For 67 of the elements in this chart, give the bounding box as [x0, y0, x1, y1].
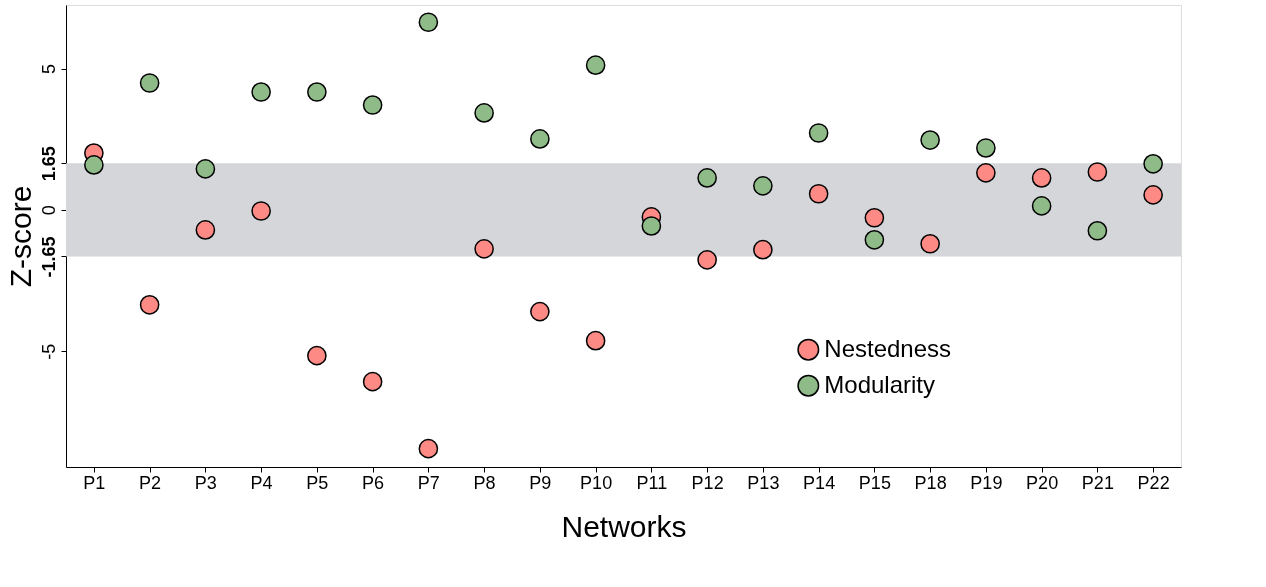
point: [362, 95, 383, 115]
point: [1031, 196, 1052, 216]
x-tick-label: P15: [858, 472, 891, 493]
point: [84, 155, 104, 175]
point: [195, 159, 216, 179]
point: [920, 233, 940, 254]
x-tick-label: P10: [580, 472, 613, 493]
y-tick-label: 1.65: [38, 146, 59, 182]
point: [251, 82, 271, 102]
x-tick-label: P7: [417, 472, 440, 493]
point: [585, 330, 606, 351]
y-tick-label: 0: [38, 205, 59, 216]
point: [474, 103, 494, 123]
point: [976, 163, 996, 183]
point: [307, 82, 327, 102]
point: [864, 230, 885, 250]
x-tick-label: P18: [914, 472, 947, 493]
point: [697, 168, 717, 188]
point: [808, 183, 829, 204]
point: [1087, 162, 1108, 182]
point: [808, 123, 829, 143]
x-axis-title: Networks: [561, 509, 687, 543]
point: [1143, 185, 1163, 205]
x-tick-label: P6: [362, 472, 385, 493]
point: [864, 207, 885, 228]
point: [585, 55, 606, 75]
x-tick-label: P9: [529, 472, 552, 493]
x-tick-label: P3: [194, 472, 217, 493]
x-tick-label: P13: [747, 472, 780, 493]
legend-label: Modularity: [824, 370, 936, 398]
point: [753, 176, 773, 196]
point: [530, 301, 550, 322]
point: [530, 129, 550, 149]
y-axis-title: Z-score: [3, 185, 37, 288]
point: [976, 138, 996, 158]
point: [139, 73, 160, 93]
point: [307, 345, 327, 366]
x-tick-label: P1: [83, 472, 106, 493]
x-tick-label: P22: [1137, 472, 1170, 493]
x-tick-label: P12: [691, 472, 724, 493]
x-tick-label: P2: [139, 472, 162, 493]
x-tick-label: P5: [306, 472, 329, 493]
y-tick-label: 5: [38, 64, 59, 75]
x-tick-label: P11: [636, 472, 668, 493]
x-tick-label: P19: [970, 472, 1003, 493]
x-tick-label: P8: [473, 472, 496, 493]
point: [362, 371, 383, 392]
legend-label: Nestedness: [824, 334, 952, 362]
x-tick-label: P4: [250, 472, 273, 493]
point: [1143, 153, 1163, 174]
point: [1031, 168, 1052, 188]
point: [139, 294, 160, 315]
point: [641, 216, 662, 236]
y-tick-label: -5: [38, 343, 59, 360]
point: [195, 220, 216, 240]
x-tick-label: P20: [1026, 472, 1059, 493]
x-tick-label: P21: [1081, 472, 1114, 493]
point: [251, 201, 271, 221]
point: [1087, 220, 1108, 241]
y-tick-label: -1.65: [38, 236, 59, 278]
point: [418, 438, 439, 459]
point: [920, 130, 940, 150]
point: [418, 12, 439, 33]
x-tick-label: P14: [803, 472, 836, 493]
point: [474, 239, 494, 259]
point: [697, 250, 717, 270]
point: [753, 239, 773, 260]
